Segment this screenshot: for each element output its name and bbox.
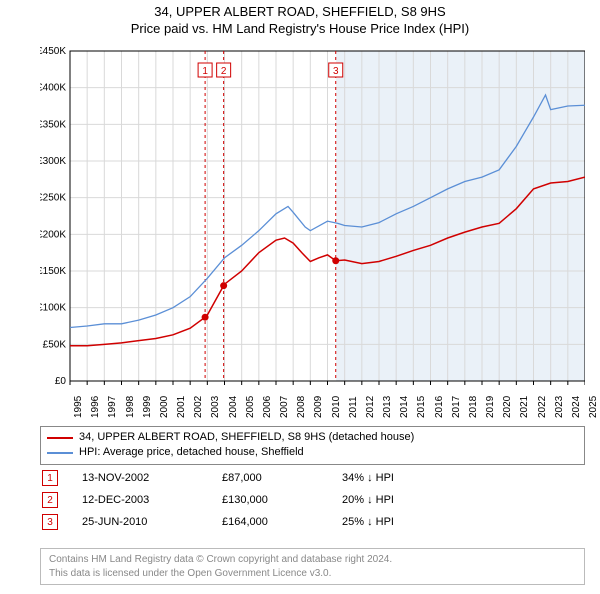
legend-label: HPI: Average price, detached house, Shef…	[79, 445, 304, 460]
x-tick-label: 2025	[588, 396, 599, 418]
x-tick-label: 2012	[365, 396, 376, 418]
event-row: 3 25-JUN-2010£164,00025% ↓ HPI	[40, 511, 585, 533]
legend-swatch	[47, 452, 73, 454]
footer-line2: This data is licensed under the Open Gov…	[49, 567, 576, 581]
x-tick-label: 1996	[90, 396, 101, 418]
x-tick-label: 2010	[331, 396, 342, 418]
svg-text:£100K: £100K	[40, 303, 66, 314]
x-tick-label: 2018	[468, 396, 479, 418]
x-axis-labels: 1995 1996 1997 1998 1999 2000 2001 2002 2003 2004…	[40, 392, 585, 422]
x-tick-label: 2007	[279, 396, 290, 418]
event-diff: 34% ↓ HPI	[342, 472, 462, 484]
x-tick-label: 2013	[382, 396, 393, 418]
event-date: 25-JUN-2010	[82, 516, 222, 528]
svg-text:£150K: £150K	[40, 266, 66, 277]
chart-area: £0 £50K £100K £150K £200K £250K £300K £350K £400…	[40, 46, 585, 386]
event-marker-box: 2	[42, 492, 58, 508]
event-marker-box: 1	[42, 470, 58, 486]
x-tick-label: 2008	[296, 396, 307, 418]
x-tick-label: 2022	[537, 396, 548, 418]
svg-text:2: 2	[221, 66, 227, 77]
x-tick-label: 2006	[262, 396, 273, 418]
x-tick-label: 2009	[313, 396, 324, 418]
x-tick-label: 1998	[125, 396, 136, 418]
svg-text:1: 1	[202, 66, 208, 77]
x-tick-label: 2001	[176, 396, 187, 418]
x-tick-label: 2014	[399, 396, 410, 418]
x-tick-label: 2005	[245, 396, 256, 418]
x-tick-label: 2003	[210, 396, 221, 418]
title-line1: 34, UPPER ALBERT ROAD, SHEFFIELD, S8 9HS	[0, 4, 600, 21]
event-diff: 25% ↓ HPI	[342, 516, 462, 528]
svg-text:£0: £0	[55, 376, 67, 386]
x-tick-label: 2017	[451, 396, 462, 418]
x-tick-label: 1999	[142, 396, 153, 418]
event-date: 12-DEC-2003	[82, 494, 222, 506]
svg-text:£350K: £350K	[40, 119, 66, 130]
svg-text:3: 3	[333, 66, 339, 77]
legend-label: 34, UPPER ALBERT ROAD, SHEFFIELD, S8 9HS…	[79, 430, 414, 445]
event-date: 13-NOV-2002	[82, 472, 222, 484]
x-tick-label: 2016	[434, 396, 445, 418]
x-tick-label: 2019	[485, 396, 496, 418]
svg-text:£400K: £400K	[40, 83, 66, 94]
svg-text:£200K: £200K	[40, 229, 66, 240]
legend-swatch	[47, 437, 73, 439]
x-tick-label: 2023	[554, 396, 565, 418]
x-tick-label: 1995	[73, 396, 84, 418]
event-price: £164,000	[222, 516, 342, 528]
chart-svg: £0 £50K £100K £150K £200K £250K £300K £350K £400…	[40, 46, 585, 386]
event-row: 1 13-NOV-2002£87,00034% ↓ HPI	[40, 467, 585, 489]
chart-title: 34, UPPER ALBERT ROAD, SHEFFIELD, S8 9HS…	[0, 4, 600, 38]
x-tick-label: 2024	[571, 396, 582, 418]
footer: Contains HM Land Registry data © Crown c…	[40, 548, 585, 585]
footer-line1: Contains HM Land Registry data © Crown c…	[49, 553, 576, 567]
event-diff: 20% ↓ HPI	[342, 494, 462, 506]
x-tick-label: 2004	[228, 396, 239, 418]
svg-text:£50K: £50K	[43, 339, 67, 350]
x-tick-label: 2020	[502, 396, 513, 418]
svg-text:£450K: £450K	[40, 46, 66, 57]
legend: 34, UPPER ALBERT ROAD, SHEFFIELD, S8 9HS…	[40, 426, 585, 465]
event-price: £87,000	[222, 472, 342, 484]
title-line2: Price paid vs. HM Land Registry's House …	[0, 21, 600, 38]
event-row: 2 12-DEC-2003£130,00020% ↓ HPI	[40, 489, 585, 511]
legend-item: 34, UPPER ALBERT ROAD, SHEFFIELD, S8 9HS…	[47, 430, 578, 445]
event-marker-box: 3	[42, 514, 58, 530]
x-tick-label: 2000	[159, 396, 170, 418]
x-tick-label: 2015	[416, 396, 427, 418]
svg-text:£250K: £250K	[40, 193, 66, 204]
x-tick-label: 1997	[107, 396, 118, 418]
x-tick-label: 2002	[193, 396, 204, 418]
svg-text:£300K: £300K	[40, 156, 66, 167]
event-price: £130,000	[222, 494, 342, 506]
x-tick-label: 2011	[348, 396, 359, 418]
events-table: 1 13-NOV-2002£87,00034% ↓ HPI 2 12-DEC-2003…	[40, 467, 585, 533]
legend-item: HPI: Average price, detached house, Shef…	[47, 445, 578, 460]
x-tick-label: 2021	[519, 396, 530, 418]
